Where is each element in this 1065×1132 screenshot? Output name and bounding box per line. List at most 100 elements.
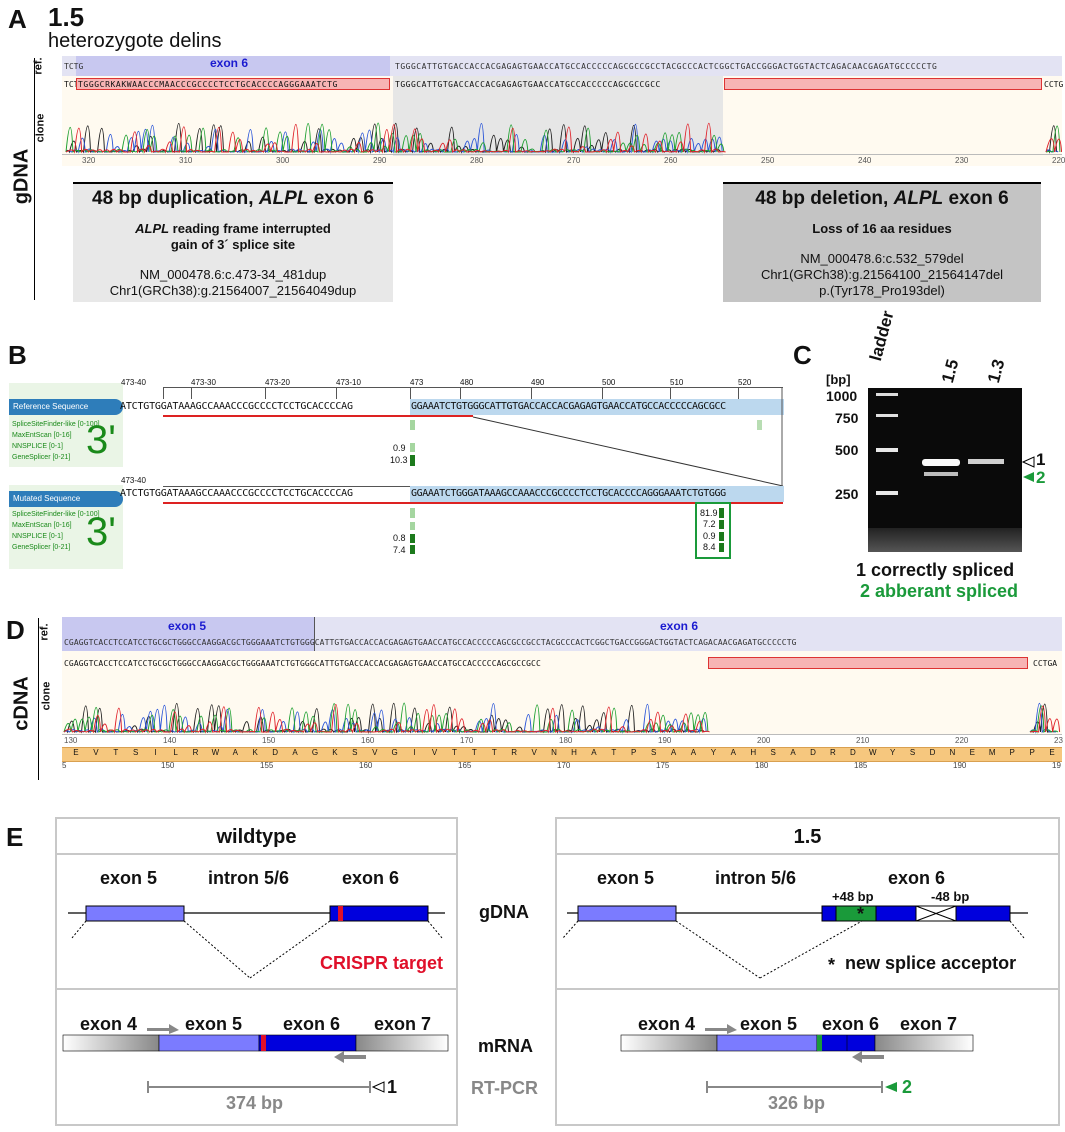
- mut-score-bar-4: [410, 545, 415, 554]
- amino-acid-label: S: [770, 748, 776, 757]
- ref-seq-exon: GGAAATCTGTGGGCATTGTGACCACCACGAGAGTGAACCA…: [411, 401, 726, 412]
- mut-seq-header[interactable]: Mutated Sequence: [9, 491, 123, 507]
- mut-exon5-box: [577, 905, 677, 922]
- amino-acid-label: V: [93, 748, 99, 757]
- gel-legend-1: 1 correctly spliced: [856, 560, 1015, 580]
- panel-b-letter: B: [8, 340, 27, 370]
- ref-exon-bg: [410, 399, 784, 415]
- amino-acid-label: H: [571, 748, 577, 757]
- dup-line1-rest: reading frame interrupted: [169, 221, 331, 236]
- chromatogram-trace: [1029, 705, 1061, 733]
- panel-a-tick-label: 240: [858, 156, 872, 165]
- mut-title: 1.5: [793, 826, 822, 848]
- lane2-band-1: [968, 459, 1004, 464]
- lane1-band-2: [924, 472, 958, 476]
- wt-mrna-exon4: [62, 1034, 160, 1052]
- ref-tool-name: SpliceSiteFinder-like [0-100]: [12, 421, 100, 428]
- ref-score-bar-3: [410, 455, 415, 466]
- panel-a-clone-mid-seq: TGGGCATTGTGACCACCACGAGAGTGAACCATGCCACCCC…: [395, 80, 661, 89]
- mut-rev-primer: [852, 1051, 884, 1063]
- panel-a-tick-label: 270: [567, 156, 581, 165]
- panel-a-deletion-box: [724, 78, 1042, 90]
- amino-acid-label: S: [133, 748, 139, 757]
- aa-tick-label: 185: [854, 761, 868, 770]
- amino-acid-label: A: [232, 748, 238, 757]
- wt-mrna-exon7: [355, 1034, 449, 1052]
- panel-a-axis-line: [34, 58, 35, 300]
- mut-score-r3: 0.9: [703, 531, 716, 541]
- ref-position-tick: [191, 387, 192, 399]
- panel-a-tick-label: 290: [373, 156, 387, 165]
- del-line4: p.(Tyr178_Pro193del): [819, 283, 945, 298]
- wt-mrna-exon5-label: exon 5: [185, 1014, 243, 1034]
- ref-score-1: 0.9: [393, 443, 406, 453]
- ref-score-2: 10.3: [390, 455, 408, 465]
- ref-score-bar-1: [410, 420, 415, 430]
- panel-a-ref-left: TCTG: [64, 62, 84, 71]
- panel-a-tick-label: 320: [82, 156, 96, 165]
- chromatogram-trace: [63, 702, 709, 734]
- del-box: [723, 182, 1041, 302]
- panel-d-ticks-row: [62, 734, 1062, 746]
- amino-acid-label: D: [810, 748, 816, 757]
- ref-position-tick: [410, 387, 411, 399]
- ref-seq-intron: ATCTGTGGATAAAGCCAAACCCGCCCCTCCTGCACCCCAG: [120, 401, 353, 412]
- wt-exon5-box: [85, 905, 185, 922]
- amino-acid-label: R: [830, 748, 836, 757]
- panel-a-chromatogram: [65, 122, 1062, 154]
- dup-line2: gain of 3´ splice site: [170, 237, 296, 252]
- wt-band-label: 1: [387, 1077, 398, 1097]
- amino-acid-label: T: [451, 748, 457, 757]
- mut-band-label: 2: [902, 1077, 913, 1097]
- wt-mrna-cell: [55, 988, 458, 1126]
- amino-acid-label: W: [211, 748, 220, 757]
- ref-position-tick: [738, 387, 739, 399]
- del-line3: Chr1(GRCh38):g.21564100_21564147del: [760, 267, 1004, 282]
- ref-position-tick: [336, 387, 337, 399]
- dup-star: *: [857, 904, 865, 924]
- ref-position-label: 500: [602, 378, 616, 387]
- mut-score-bar-2: [410, 522, 415, 530]
- mut-score-bar-r2: [719, 520, 724, 529]
- gdna-label: gDNA: [479, 902, 529, 922]
- mut-score-r2: 7.2: [703, 519, 716, 529]
- plus48-label: +48 bp: [832, 889, 874, 904]
- wt-mrna-exon4-label: exon 4: [80, 1014, 138, 1034]
- mut-seq-exon: GGAAATCTGGGATAAAGCCAAACCCGCCCCTCCTGCACCC…: [411, 488, 726, 499]
- ref-position-label: 473-20: [265, 378, 290, 387]
- rtpcr-label: RT-PCR: [471, 1078, 538, 1098]
- aa-tick-label: 150: [161, 761, 175, 770]
- amino-acid-label: N: [551, 748, 557, 757]
- mapping-lines: [472, 387, 784, 487]
- panel-d-exon5-label: exon 5: [168, 619, 207, 633]
- panel-d-deletion-box: [708, 657, 1028, 669]
- wt-mrna-exon5: [158, 1034, 260, 1052]
- panel-a-clone-right: CCTG: [1044, 80, 1064, 89]
- panel-a-clone-red-seq: TGGGCRKAKWAACCCMAACCCGCCCCTCCTGCACCCCAGG…: [78, 80, 338, 89]
- panel-d-tick-label: 180: [559, 736, 573, 745]
- aa-tick-label: 190: [953, 761, 967, 770]
- wt-crispr-mark: [338, 906, 343, 921]
- wt-mrna-crispr: [261, 1035, 266, 1051]
- aa-tick-label: 175: [656, 761, 670, 770]
- wt-exon6-label: exon 6: [342, 868, 400, 888]
- amino-acid-label: N: [949, 748, 956, 757]
- ref-position-label: 490: [531, 378, 545, 387]
- aa-tick-label: 5: [62, 761, 67, 770]
- mut-mrna-exon5: [716, 1034, 818, 1052]
- panel-d-tick-label: 23: [1054, 736, 1063, 745]
- gel-size-1000: 1000: [826, 388, 858, 404]
- ref-big-3prime: 3': [86, 418, 116, 462]
- mut-tool-name: NNSPLICE [0-1]: [12, 533, 63, 540]
- panel-d-chromatogram: [63, 702, 1061, 734]
- panel-d-tick-label: 140: [163, 736, 177, 745]
- chromatogram-trace: [65, 123, 723, 154]
- amino-acid-label: Y: [890, 748, 896, 757]
- panel-d-exon6-label: exon 6: [660, 619, 699, 633]
- ref-seq-header[interactable]: Reference Sequence: [9, 399, 123, 415]
- wt-mrna-exon7-label: exon 7: [374, 1014, 432, 1034]
- panel-d-tick-label: 220: [955, 736, 969, 745]
- dup-line3: NM_000478.6:c.473-34_481dup: [139, 267, 327, 282]
- mut-score-bar-3: [410, 534, 415, 543]
